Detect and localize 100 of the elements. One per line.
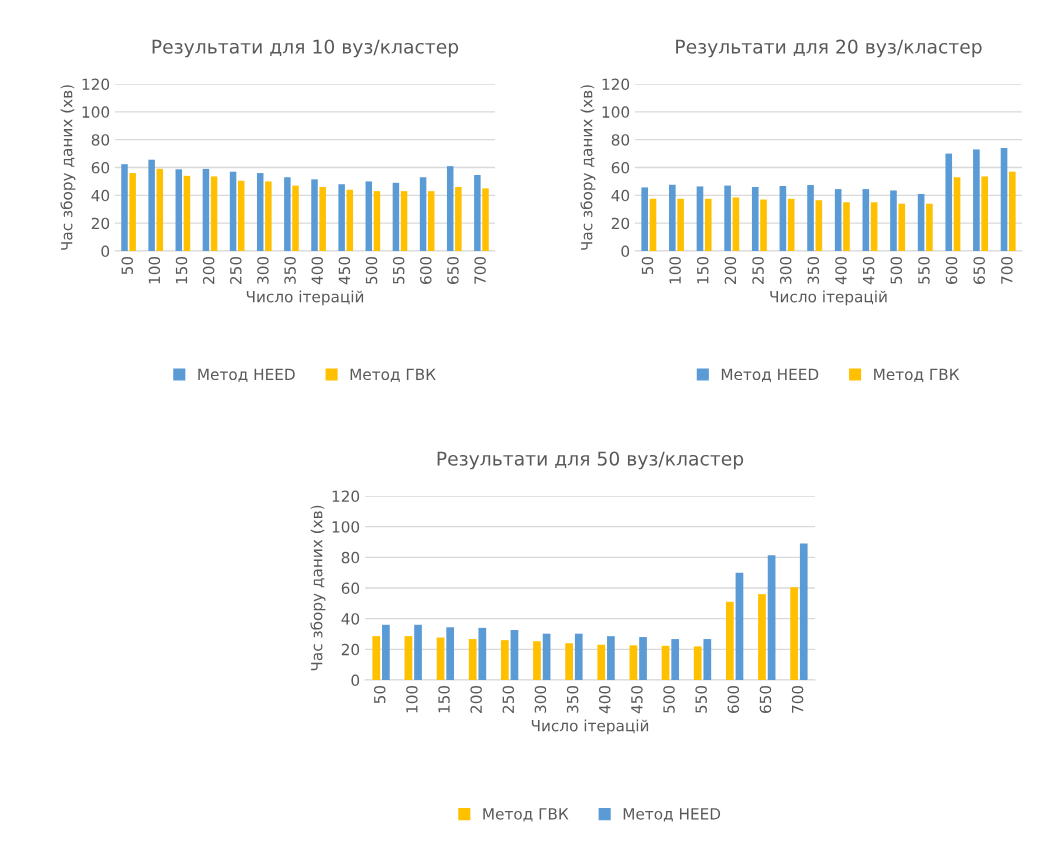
bar — [926, 203, 933, 251]
bar — [419, 177, 427, 251]
bar — [1009, 171, 1016, 251]
bar — [669, 184, 676, 251]
y-tick-label: 120 — [332, 490, 360, 503]
x-tick-label: 300 — [257, 256, 269, 284]
y-tick-label: 80 — [91, 134, 110, 146]
x-tick-label: 250 — [230, 256, 242, 284]
bar — [338, 184, 345, 251]
legend-label: Метод HEED — [623, 808, 721, 822]
x-tick-label: 150 — [175, 256, 188, 284]
x-tick-label: 650 — [447, 256, 459, 284]
bar — [696, 186, 704, 251]
bar — [156, 168, 164, 251]
bar — [807, 185, 814, 251]
x-tick-label: 250 — [502, 685, 515, 713]
bar — [735, 572, 744, 680]
bar — [661, 645, 670, 680]
x-tick-label: 400 — [311, 256, 323, 285]
bar — [1000, 148, 1008, 251]
chart-title: Результати для 20 вуз/кластер — [676, 39, 982, 58]
x-tick-label: 200 — [202, 256, 215, 284]
x-tick-label: 700 — [474, 256, 486, 284]
x-tick-label: 350 — [284, 256, 296, 284]
x-tick-label: 250 — [752, 256, 764, 284]
y-tick-label: 20 — [611, 217, 630, 230]
bar — [693, 646, 702, 680]
bar — [649, 198, 657, 251]
bar — [703, 639, 712, 680]
y-axis-title: Час збору даних (хв) — [580, 85, 596, 250]
bar — [414, 624, 422, 680]
bar — [639, 637, 647, 680]
bar — [392, 182, 400, 251]
x-tick-label: 550 — [695, 685, 707, 713]
legend-label: Метод ГВК — [350, 368, 436, 383]
bar — [404, 636, 413, 680]
bar — [468, 639, 477, 680]
bar — [382, 624, 390, 680]
x-tick-label: 500 — [365, 256, 378, 284]
bar — [346, 189, 354, 251]
x-tick-label: 550 — [918, 256, 930, 284]
bar — [478, 627, 487, 680]
x-tick-label: 200 — [724, 256, 737, 284]
legend-label: Метод HEED — [198, 368, 295, 383]
bar — [917, 193, 925, 251]
y-tick-label: 100 — [332, 521, 360, 533]
bar — [319, 186, 326, 251]
x-tick-label: 50 — [641, 256, 654, 275]
bar — [372, 636, 381, 680]
bar — [834, 189, 842, 251]
x-tick-label: 450 — [631, 685, 643, 714]
bar — [565, 643, 573, 680]
y-tick-label: 20 — [341, 643, 360, 656]
bar — [945, 153, 953, 251]
y-axis-title: Час збору даних (хв) — [310, 505, 326, 671]
bar — [641, 187, 648, 251]
y-tick-label: 80 — [341, 551, 360, 564]
bar — [981, 176, 988, 251]
legend-label: Метод ГВК — [483, 808, 569, 822]
bar — [671, 639, 680, 680]
y-tick-label: 60 — [341, 582, 360, 595]
bar — [237, 180, 245, 251]
y-tick-label: 0 — [101, 245, 110, 258]
bar — [265, 181, 272, 251]
x-tick-label: 50 — [373, 685, 386, 704]
x-tick-label: 300 — [779, 256, 792, 284]
x-tick-label: 350 — [807, 256, 820, 284]
x-tick-label: 500 — [663, 685, 675, 713]
bar — [677, 198, 684, 251]
x-tick-label: 450 — [862, 256, 875, 285]
x-tick-label: 350 — [566, 685, 579, 713]
bar — [790, 587, 798, 680]
x-tick-label: 650 — [759, 685, 772, 713]
x-tick-label: 50 — [121, 256, 133, 275]
y-tick-label: 40 — [341, 613, 360, 625]
x-tick-label: 400 — [835, 256, 847, 285]
bar — [973, 149, 980, 251]
x-axis-title: Число ітерацій — [770, 290, 887, 306]
bar — [427, 191, 435, 251]
bar — [815, 200, 823, 251]
y-tick-label: 0 — [351, 674, 360, 687]
bar — [175, 169, 183, 251]
y-tick-label: 20 — [91, 217, 110, 230]
bar — [121, 164, 128, 251]
bar — [455, 186, 462, 251]
chart-title: Результати для 50 вуз/кластер — [437, 451, 744, 470]
bar — [533, 641, 541, 680]
bar — [229, 171, 237, 251]
bar — [446, 627, 455, 680]
x-tick-label: 450 — [338, 256, 351, 285]
x-tick-label: 600 — [420, 256, 432, 284]
bar — [574, 633, 583, 680]
bar — [474, 175, 481, 251]
bar — [760, 199, 767, 251]
y-tick-label: 120 — [82, 78, 110, 91]
bar — [751, 186, 759, 251]
bar — [767, 555, 776, 680]
x-tick-label: 600 — [727, 685, 740, 713]
bar — [292, 185, 299, 251]
x-tick-label: 500 — [890, 256, 903, 284]
